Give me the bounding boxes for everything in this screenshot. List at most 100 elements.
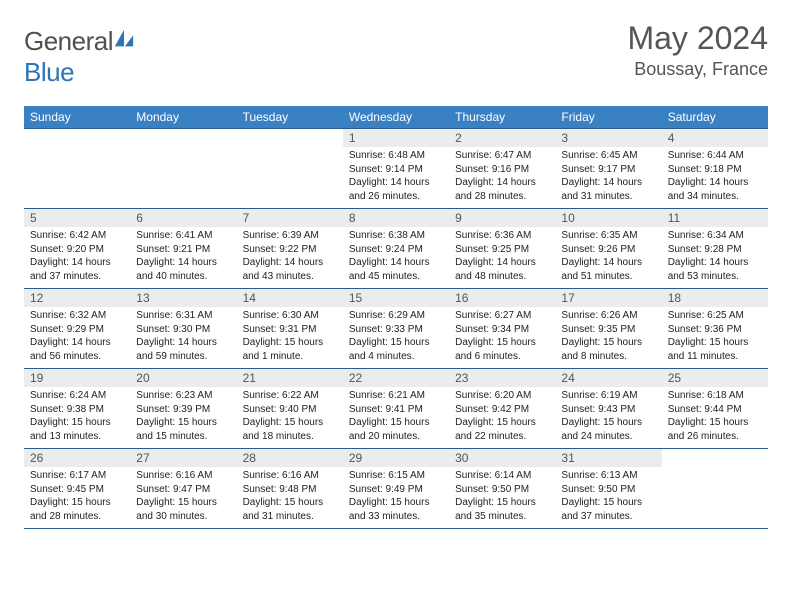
day-details: Sunrise: 6:18 AMSunset: 9:44 PMDaylight:… <box>662 387 768 447</box>
calendar-cell: 28Sunrise: 6:16 AMSunset: 9:48 PMDayligh… <box>237 449 343 529</box>
day-details: Sunrise: 6:20 AMSunset: 9:42 PMDaylight:… <box>449 387 555 447</box>
brand-name: General Blue <box>24 26 135 88</box>
weekday-header: Thursday <box>449 106 555 129</box>
day-number: 23 <box>449 369 555 387</box>
calendar-cell: 30Sunrise: 6:14 AMSunset: 9:50 PMDayligh… <box>449 449 555 529</box>
calendar-cell: 20Sunrise: 6:23 AMSunset: 9:39 PMDayligh… <box>130 369 236 449</box>
day-number: 7 <box>237 209 343 227</box>
day-number: 3 <box>555 129 661 147</box>
day-number: 15 <box>343 289 449 307</box>
day-details: Sunrise: 6:19 AMSunset: 9:43 PMDaylight:… <box>555 387 661 447</box>
header: General Blue May 2024 Boussay, France <box>24 20 768 88</box>
weekday-header: Saturday <box>662 106 768 129</box>
calendar-head: SundayMondayTuesdayWednesdayThursdayFrid… <box>24 106 768 129</box>
day-number: 14 <box>237 289 343 307</box>
location: Boussay, France <box>627 59 768 80</box>
day-details: Sunrise: 6:32 AMSunset: 9:29 PMDaylight:… <box>24 307 130 367</box>
day-details: Sunrise: 6:38 AMSunset: 9:24 PMDaylight:… <box>343 227 449 287</box>
brand-name-a: General <box>24 26 113 56</box>
day-details: Sunrise: 6:23 AMSunset: 9:39 PMDaylight:… <box>130 387 236 447</box>
calendar-row: 5Sunrise: 6:42 AMSunset: 9:20 PMDaylight… <box>24 209 768 289</box>
day-number: 8 <box>343 209 449 227</box>
calendar-cell: 18Sunrise: 6:25 AMSunset: 9:36 PMDayligh… <box>662 289 768 369</box>
day-details: Sunrise: 6:16 AMSunset: 9:47 PMDaylight:… <box>130 467 236 527</box>
day-number: 12 <box>24 289 130 307</box>
calendar-cell: 5Sunrise: 6:42 AMSunset: 9:20 PMDaylight… <box>24 209 130 289</box>
calendar-cell: 11Sunrise: 6:34 AMSunset: 9:28 PMDayligh… <box>662 209 768 289</box>
day-details: Sunrise: 6:35 AMSunset: 9:26 PMDaylight:… <box>555 227 661 287</box>
calendar-row: 26Sunrise: 6:17 AMSunset: 9:45 PMDayligh… <box>24 449 768 529</box>
day-number: 13 <box>130 289 236 307</box>
day-details: Sunrise: 6:42 AMSunset: 9:20 PMDaylight:… <box>24 227 130 287</box>
calendar-table: SundayMondayTuesdayWednesdayThursdayFrid… <box>24 106 768 529</box>
day-number: 20 <box>130 369 236 387</box>
day-details: Sunrise: 6:34 AMSunset: 9:28 PMDaylight:… <box>662 227 768 287</box>
calendar-cell: 6Sunrise: 6:41 AMSunset: 9:21 PMDaylight… <box>130 209 236 289</box>
calendar-cell: 15Sunrise: 6:29 AMSunset: 9:33 PMDayligh… <box>343 289 449 369</box>
day-number: 2 <box>449 129 555 147</box>
calendar-cell: 21Sunrise: 6:22 AMSunset: 9:40 PMDayligh… <box>237 369 343 449</box>
calendar-cell: . <box>662 449 768 529</box>
calendar-cell: 31Sunrise: 6:13 AMSunset: 9:50 PMDayligh… <box>555 449 661 529</box>
day-details: Sunrise: 6:27 AMSunset: 9:34 PMDaylight:… <box>449 307 555 367</box>
day-details: Sunrise: 6:17 AMSunset: 9:45 PMDaylight:… <box>24 467 130 527</box>
day-number: 6 <box>130 209 236 227</box>
day-number: 18 <box>662 289 768 307</box>
weekday-header: Friday <box>555 106 661 129</box>
day-number: 29 <box>343 449 449 467</box>
brand-name-b: Blue <box>24 57 74 87</box>
weekday-header: Tuesday <box>237 106 343 129</box>
day-number: 21 <box>237 369 343 387</box>
day-details: Sunrise: 6:48 AMSunset: 9:14 PMDaylight:… <box>343 147 449 207</box>
day-details: Sunrise: 6:21 AMSunset: 9:41 PMDaylight:… <box>343 387 449 447</box>
day-number: 24 <box>555 369 661 387</box>
calendar-cell: 27Sunrise: 6:16 AMSunset: 9:47 PMDayligh… <box>130 449 236 529</box>
day-details: Sunrise: 6:26 AMSunset: 9:35 PMDaylight:… <box>555 307 661 367</box>
day-number: 27 <box>130 449 236 467</box>
calendar-cell: 22Sunrise: 6:21 AMSunset: 9:41 PMDayligh… <box>343 369 449 449</box>
day-details: Sunrise: 6:16 AMSunset: 9:48 PMDaylight:… <box>237 467 343 527</box>
weekday-header: Sunday <box>24 106 130 129</box>
sail-icon <box>113 28 135 50</box>
day-details: Sunrise: 6:29 AMSunset: 9:33 PMDaylight:… <box>343 307 449 367</box>
day-details: Sunrise: 6:15 AMSunset: 9:49 PMDaylight:… <box>343 467 449 527</box>
calendar-cell: 12Sunrise: 6:32 AMSunset: 9:29 PMDayligh… <box>24 289 130 369</box>
day-number: 4 <box>662 129 768 147</box>
day-number: 28 <box>237 449 343 467</box>
day-details: Sunrise: 6:44 AMSunset: 9:18 PMDaylight:… <box>662 147 768 207</box>
day-number: 26 <box>24 449 130 467</box>
day-number: 5 <box>24 209 130 227</box>
calendar-row: 12Sunrise: 6:32 AMSunset: 9:29 PMDayligh… <box>24 289 768 369</box>
weekday-header: Wednesday <box>343 106 449 129</box>
day-number: 31 <box>555 449 661 467</box>
title-block: May 2024 Boussay, France <box>627 20 768 80</box>
day-details: Sunrise: 6:47 AMSunset: 9:16 PMDaylight:… <box>449 147 555 207</box>
day-number: 11 <box>662 209 768 227</box>
brand-logo: General Blue <box>24 26 135 88</box>
calendar-cell: 16Sunrise: 6:27 AMSunset: 9:34 PMDayligh… <box>449 289 555 369</box>
calendar-cell: 25Sunrise: 6:18 AMSunset: 9:44 PMDayligh… <box>662 369 768 449</box>
month-title: May 2024 <box>627 20 768 57</box>
calendar-cell: 7Sunrise: 6:39 AMSunset: 9:22 PMDaylight… <box>237 209 343 289</box>
day-number: 22 <box>343 369 449 387</box>
day-details: Sunrise: 6:41 AMSunset: 9:21 PMDaylight:… <box>130 227 236 287</box>
day-number: 10 <box>555 209 661 227</box>
calendar-row: 19Sunrise: 6:24 AMSunset: 9:38 PMDayligh… <box>24 369 768 449</box>
calendar-cell: 9Sunrise: 6:36 AMSunset: 9:25 PMDaylight… <box>449 209 555 289</box>
day-number: 1 <box>343 129 449 147</box>
calendar-cell: . <box>24 129 130 209</box>
day-details: Sunrise: 6:13 AMSunset: 9:50 PMDaylight:… <box>555 467 661 527</box>
calendar-cell: 24Sunrise: 6:19 AMSunset: 9:43 PMDayligh… <box>555 369 661 449</box>
calendar-cell: . <box>130 129 236 209</box>
calendar-cell: 4Sunrise: 6:44 AMSunset: 9:18 PMDaylight… <box>662 129 768 209</box>
day-details: Sunrise: 6:45 AMSunset: 9:17 PMDaylight:… <box>555 147 661 207</box>
calendar-cell: 10Sunrise: 6:35 AMSunset: 9:26 PMDayligh… <box>555 209 661 289</box>
calendar-cell: 19Sunrise: 6:24 AMSunset: 9:38 PMDayligh… <box>24 369 130 449</box>
calendar-cell: 2Sunrise: 6:47 AMSunset: 9:16 PMDaylight… <box>449 129 555 209</box>
day-number: 9 <box>449 209 555 227</box>
calendar-cell: 1Sunrise: 6:48 AMSunset: 9:14 PMDaylight… <box>343 129 449 209</box>
day-number: 19 <box>24 369 130 387</box>
day-details: Sunrise: 6:14 AMSunset: 9:50 PMDaylight:… <box>449 467 555 527</box>
day-details: Sunrise: 6:25 AMSunset: 9:36 PMDaylight:… <box>662 307 768 367</box>
calendar-cell: 29Sunrise: 6:15 AMSunset: 9:49 PMDayligh… <box>343 449 449 529</box>
